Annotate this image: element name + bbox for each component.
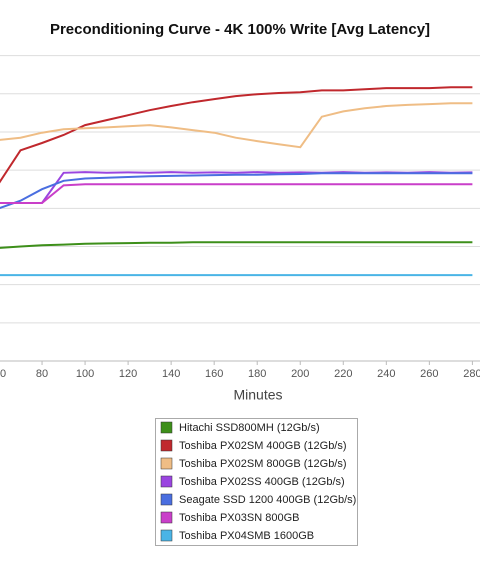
- series-line: [0, 171, 473, 204]
- series-line: [0, 172, 473, 210]
- x-tick-label: 240: [377, 368, 395, 380]
- legend-label: Hitachi SSD800MH (12Gb/s): [179, 422, 320, 434]
- series-line: [0, 241, 473, 249]
- legend-label: Toshiba PX02SM 800GB (12Gb/s): [179, 458, 347, 470]
- x-tick-label: 180: [248, 368, 266, 380]
- series-line: [0, 183, 473, 204]
- legend-label: Seagate SSD 1200 400GB (12Gb/s): [179, 494, 356, 506]
- chart-title: Preconditioning Curve - 4K 100% Write [A…: [50, 21, 430, 38]
- legend-swatch: [160, 439, 173, 452]
- legend-swatch: [160, 493, 173, 506]
- legend-swatch: [160, 529, 173, 542]
- legend-swatch: [160, 511, 173, 524]
- x-tick-label: 0: [0, 368, 6, 380]
- legend-label: Toshiba PX04SMB 1600GB: [179, 530, 314, 542]
- x-tick-label: 160: [205, 368, 223, 380]
- legend-label: Toshiba PX02SS 400GB (12Gb/s): [179, 476, 345, 488]
- x-tick-label: 200: [291, 368, 309, 380]
- x-tick-label: 100: [76, 368, 94, 380]
- legend-swatch: [160, 421, 173, 434]
- legend-box: [155, 418, 358, 546]
- x-tick-label: 260: [420, 368, 438, 380]
- x-tick-label: 80: [36, 368, 48, 380]
- legend-swatch: [160, 475, 173, 488]
- series-line: [0, 86, 473, 184]
- x-tick-label: 280: [463, 368, 480, 380]
- legend-label: Toshiba PX03SN 800GB: [179, 512, 299, 524]
- x-axis-label: Minutes: [233, 387, 282, 403]
- legend-label: Toshiba PX02SM 400GB (12Gb/s): [179, 440, 347, 452]
- series-line: [0, 102, 473, 149]
- x-tick-label: 220: [334, 368, 352, 380]
- x-tick-label: 120: [119, 368, 137, 380]
- legend-swatch: [160, 457, 173, 470]
- x-tick-label: 140: [162, 368, 180, 380]
